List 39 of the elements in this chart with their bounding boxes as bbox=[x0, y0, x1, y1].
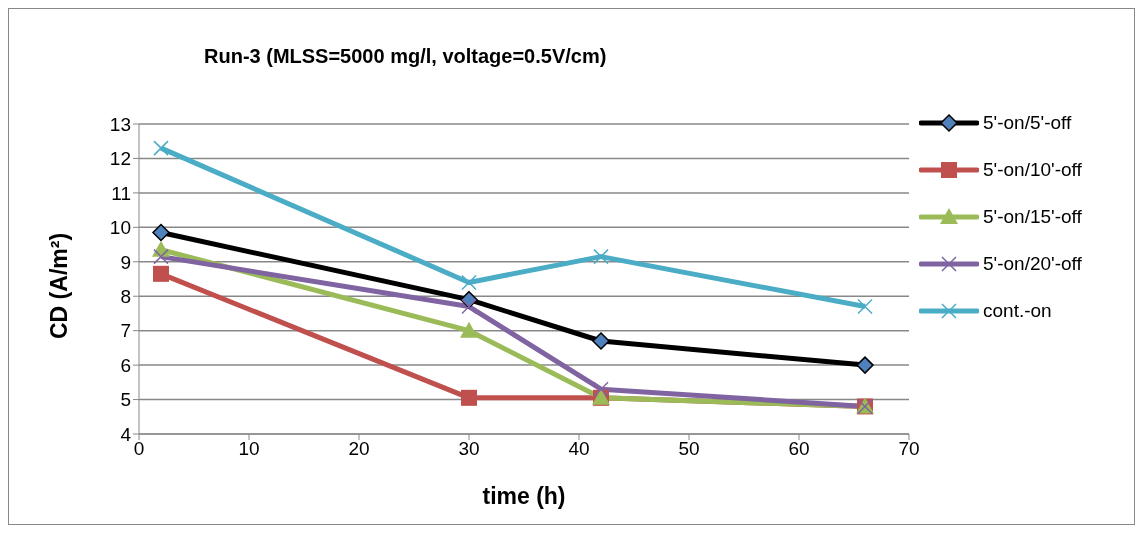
x-tick-label: 40 bbox=[568, 438, 590, 460]
x-tick-label: 60 bbox=[788, 438, 810, 460]
legend-label: 5'-on/10'-off bbox=[983, 158, 1082, 181]
point bbox=[153, 248, 169, 265]
x-tick-label: 20 bbox=[348, 438, 370, 460]
legend-label: cont.-on bbox=[983, 299, 1052, 322]
y-tick-label: 6 bbox=[120, 354, 131, 376]
point bbox=[593, 381, 609, 397]
legend-label: 5'-on/15'-off bbox=[983, 205, 1082, 228]
x-tick-label: 30 bbox=[458, 438, 480, 460]
point bbox=[460, 321, 478, 338]
legend-label: 5'-on/20'-off bbox=[983, 252, 1082, 275]
x-tick-label: 70 bbox=[898, 438, 920, 460]
point bbox=[153, 265, 169, 282]
point bbox=[461, 389, 477, 406]
y-tick-label: 8 bbox=[120, 285, 131, 307]
y-tick-label: 11 bbox=[111, 182, 131, 204]
y-axis-title: CD (A/m²) bbox=[46, 232, 73, 339]
x-tick-label: 10 bbox=[238, 438, 260, 460]
point bbox=[857, 298, 873, 315]
y-tick-label: 9 bbox=[120, 251, 131, 273]
chart-title: Run-3 (MLSS=5000 mg/l, voltage=0.5V/cm) bbox=[204, 45, 607, 68]
y-tick-label: 7 bbox=[120, 320, 131, 342]
x-tick-label: 50 bbox=[678, 438, 700, 460]
y-tick-label: 4 bbox=[120, 423, 132, 445]
point bbox=[592, 332, 610, 350]
point bbox=[153, 140, 169, 156]
y-tick-label: 10 bbox=[109, 217, 131, 239]
legend-label: 5'-on/5'-off bbox=[983, 111, 1072, 134]
x-axis-title: time (h) bbox=[482, 483, 566, 509]
point bbox=[856, 356, 874, 374]
y-tick-label: 12 bbox=[109, 148, 131, 170]
point bbox=[461, 298, 477, 315]
point bbox=[461, 274, 477, 291]
y-tick-label: 13 bbox=[109, 113, 131, 135]
point bbox=[152, 223, 170, 242]
point bbox=[593, 248, 609, 265]
x-tick-label: 0 bbox=[133, 438, 145, 460]
y-tick-label: 5 bbox=[120, 389, 131, 411]
